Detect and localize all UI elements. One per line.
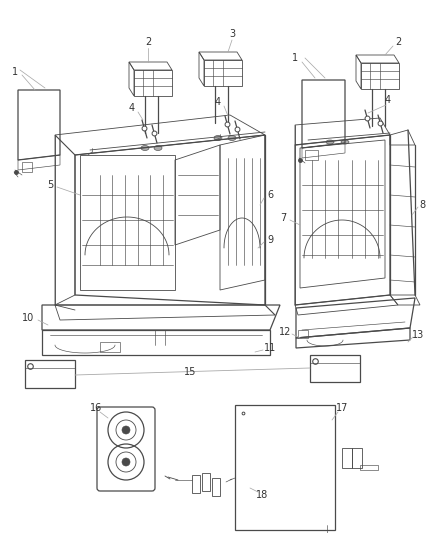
Text: 5: 5: [47, 180, 53, 190]
Text: 4: 4: [129, 103, 135, 113]
Text: 9: 9: [267, 235, 273, 245]
Text: 11: 11: [264, 343, 276, 353]
Circle shape: [122, 426, 130, 434]
Text: 10: 10: [22, 313, 34, 323]
Text: 4: 4: [215, 97, 221, 107]
Ellipse shape: [154, 146, 162, 150]
Text: 18: 18: [256, 490, 268, 500]
Text: 16: 16: [90, 403, 102, 413]
Ellipse shape: [141, 146, 149, 150]
Circle shape: [122, 458, 130, 466]
Text: 12: 12: [279, 327, 291, 337]
Text: 2: 2: [145, 37, 151, 47]
Text: 13: 13: [412, 330, 424, 340]
Text: 1: 1: [12, 67, 18, 77]
Ellipse shape: [228, 135, 236, 141]
Text: 1: 1: [292, 53, 298, 63]
Text: 3: 3: [229, 29, 235, 39]
Text: 4: 4: [385, 95, 391, 105]
Ellipse shape: [214, 135, 222, 141]
Text: 7: 7: [280, 213, 286, 223]
Text: 2: 2: [395, 37, 401, 47]
Text: 6: 6: [267, 190, 273, 200]
Text: 15: 15: [184, 367, 196, 377]
Ellipse shape: [341, 140, 349, 144]
Text: 8: 8: [419, 200, 425, 210]
Text: 17: 17: [336, 403, 348, 413]
Ellipse shape: [326, 140, 334, 144]
